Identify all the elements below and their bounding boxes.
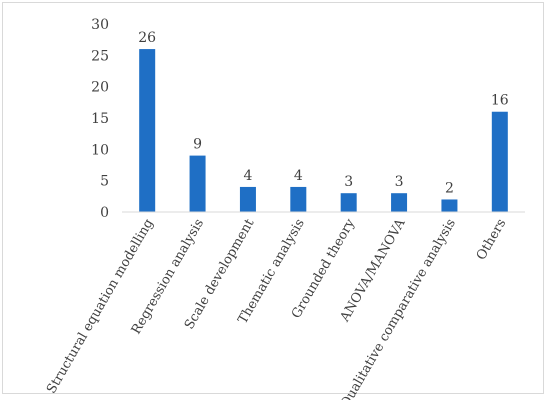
- y-tick-label: 0: [100, 205, 109, 221]
- data-label: 4: [243, 168, 252, 184]
- chart-frame: [2, 2, 544, 394]
- bar: [189, 155, 206, 212]
- bar: [491, 111, 508, 212]
- data-label: 4: [294, 168, 303, 184]
- bar: [290, 186, 307, 212]
- y-tick-label: 10: [91, 142, 109, 158]
- bar: [441, 199, 458, 212]
- y-axis: 0 5 10 15 20 25 30: [91, 17, 109, 221]
- data-labels: 26 9 4 4 3 3 2 16: [138, 30, 509, 196]
- x-tick-label: Structural equation modelling: [44, 217, 157, 397]
- bar: [340, 193, 357, 212]
- data-label: 2: [445, 180, 454, 196]
- x-axis: Structural equation modellingRegression …: [44, 211, 525, 400]
- data-label: 3: [344, 174, 353, 190]
- y-tick-label: 30: [91, 17, 109, 33]
- data-label: 9: [193, 137, 202, 153]
- x-tick-label: Others: [474, 217, 509, 263]
- y-tick-label: 15: [91, 111, 109, 127]
- data-label: 26: [138, 30, 156, 46]
- data-label: 3: [395, 174, 404, 190]
- bar: [139, 49, 156, 212]
- y-tick-label: 25: [91, 48, 109, 64]
- bars: [139, 49, 508, 212]
- y-tick-label: 20: [91, 80, 109, 96]
- bar: [239, 186, 256, 212]
- y-tick-label: 5: [100, 174, 109, 190]
- data-label: 16: [491, 93, 509, 109]
- bar: [391, 193, 408, 212]
